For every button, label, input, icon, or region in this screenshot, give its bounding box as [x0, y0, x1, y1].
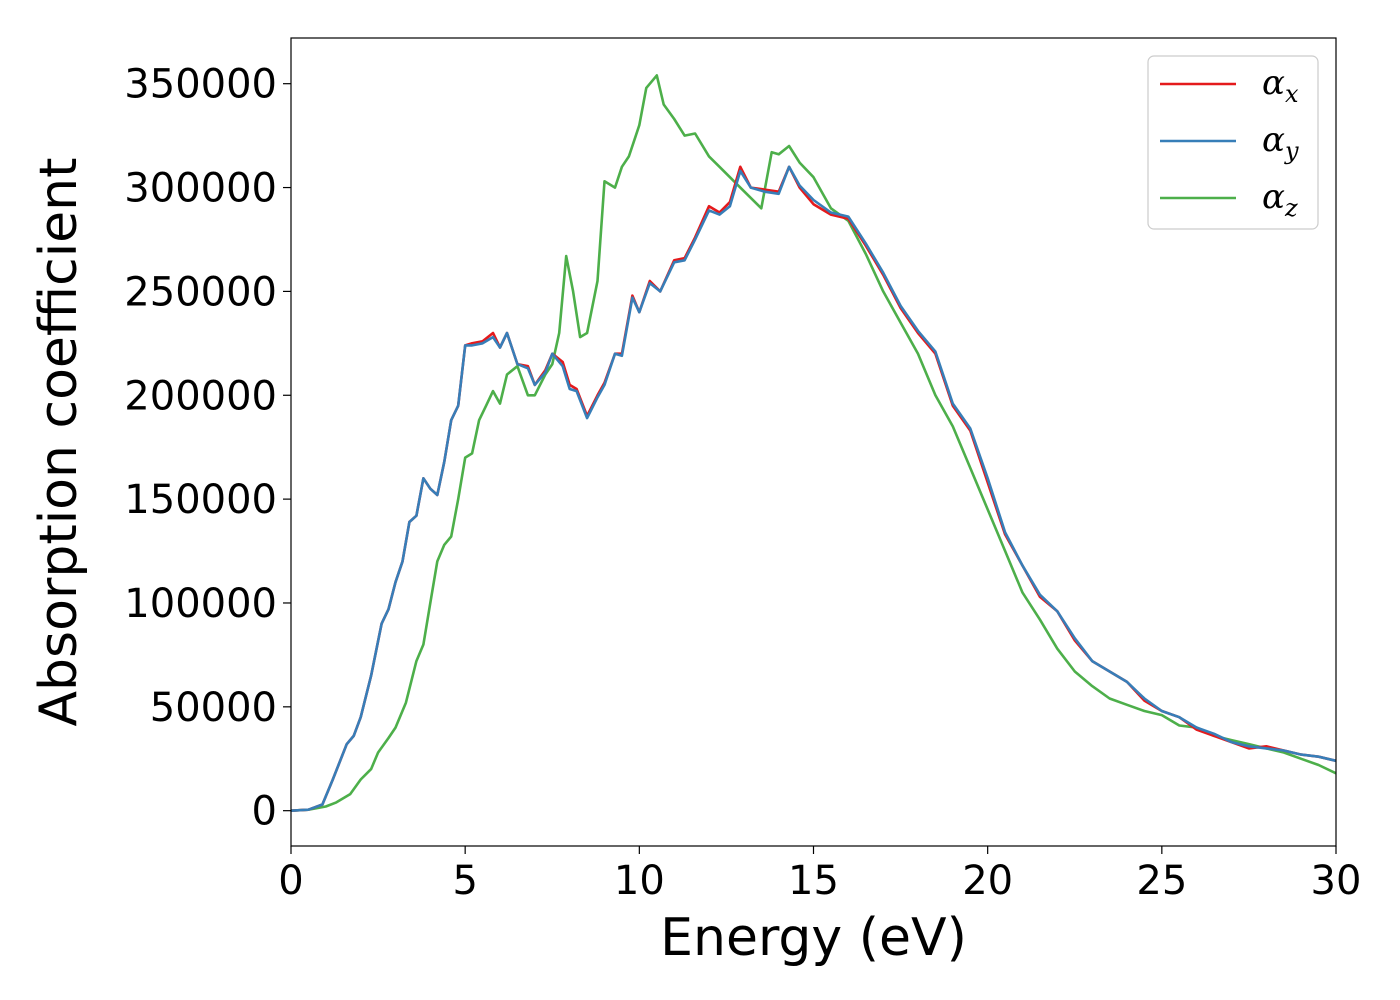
series-layer	[290, 74, 1337, 812]
x-axis-ticks: 0 5 10 15 20 25 30	[278, 846, 1361, 904]
y-axis-title: Absorption coefficient	[29, 157, 89, 726]
plot-frame	[290, 37, 1337, 847]
y-tick-label: 300000	[124, 166, 277, 212]
x-tick-label: 30	[1311, 858, 1362, 904]
y-tick-label: 150000	[124, 477, 277, 523]
y-tick-label: 200000	[124, 373, 277, 419]
series-line-alpha-z	[290, 74, 1337, 812]
y-axis-ticks: 0 50000 100000 150000 200000 250000 300000 3500…	[124, 62, 291, 835]
x-tick-label: 5	[452, 858, 477, 904]
y-tick-label: 100000	[124, 581, 277, 627]
y-tick-label: 250000	[124, 269, 277, 315]
x-tick-label: 0	[278, 858, 303, 904]
x-tick-label: 20	[962, 858, 1013, 904]
y-tick-label: 50000	[150, 685, 277, 731]
y-tick-label: 350000	[124, 62, 277, 108]
legend-frame	[1147, 55, 1319, 230]
x-tick-label: 10	[614, 858, 665, 904]
y-tick-label: 0	[252, 789, 277, 835]
series-line-alpha-y	[290, 165, 1337, 812]
x-tick-label: 15	[788, 858, 839, 904]
x-tick-label: 25	[1136, 858, 1187, 904]
x-axis-title: Energy (eV)	[660, 908, 967, 968]
legend-label-alpha-y: αy	[1262, 120, 1299, 165]
